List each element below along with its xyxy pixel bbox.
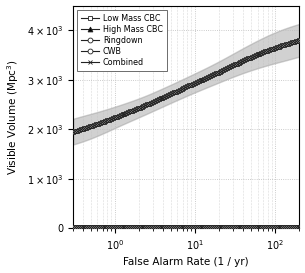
Legend: Low Mass CBC, High Mass CBC, Ringdown, CWB, Combined: Low Mass CBC, High Mass CBC, Ringdown, C… xyxy=(77,10,167,71)
Y-axis label: Visible Volume (Mpc$^3$): Visible Volume (Mpc$^3$) xyxy=(5,59,21,175)
X-axis label: False Alarm Rate (1 / yr): False Alarm Rate (1 / yr) xyxy=(124,257,249,268)
